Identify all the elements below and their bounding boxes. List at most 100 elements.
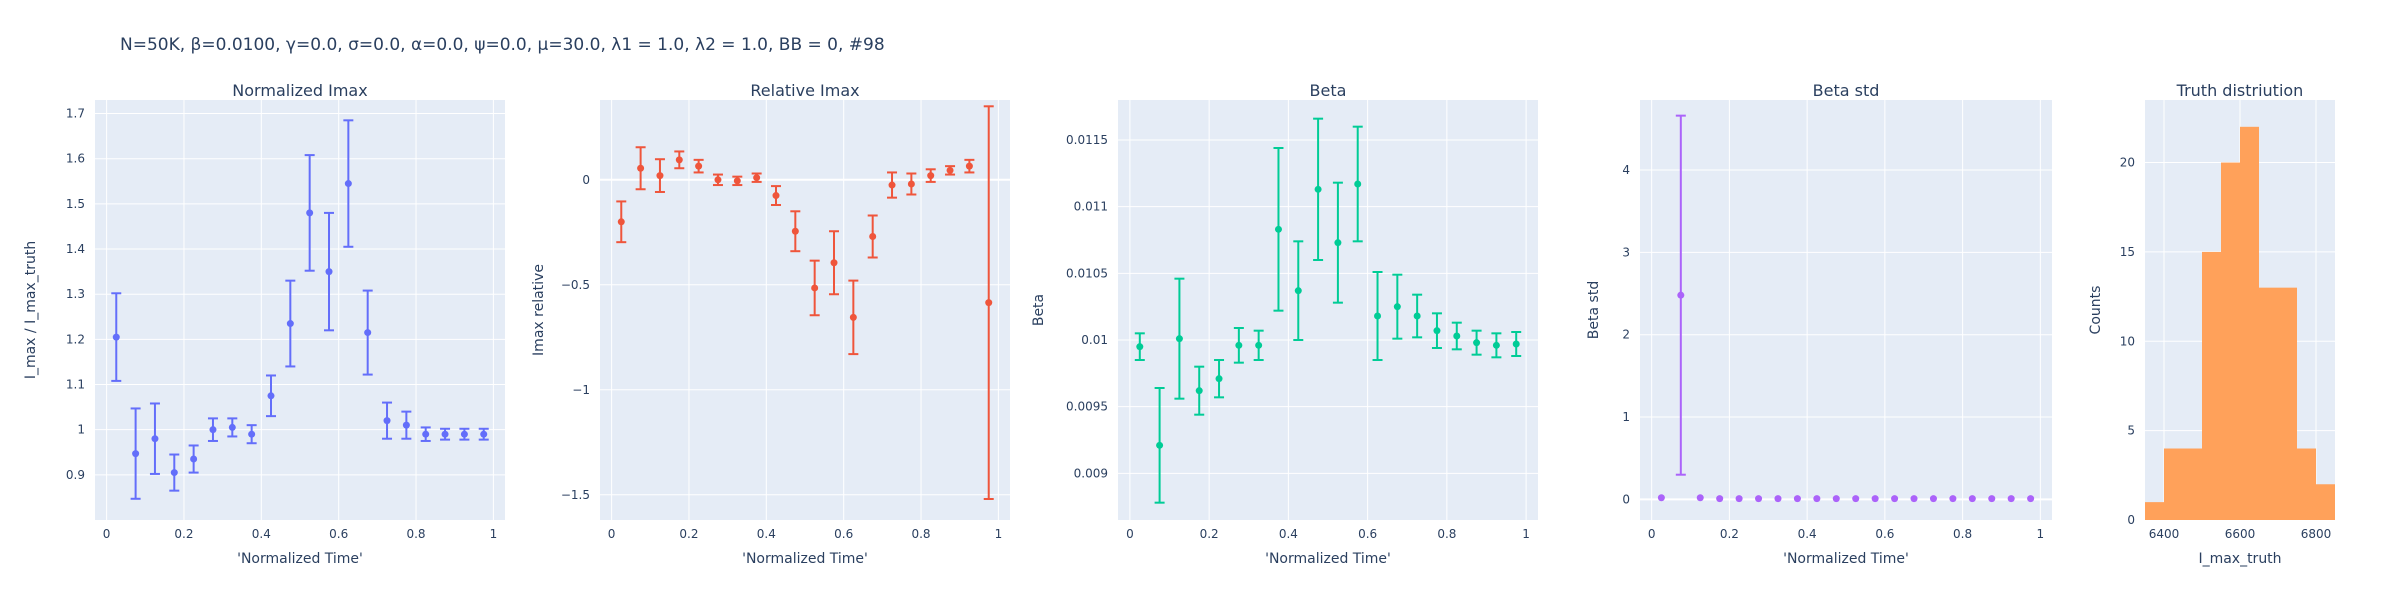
data-point bbox=[695, 162, 703, 170]
panel-title: Relative Imax bbox=[750, 81, 859, 100]
data-point bbox=[1255, 341, 1263, 349]
data-point bbox=[364, 329, 372, 337]
data-point bbox=[306, 209, 314, 217]
data-point bbox=[1274, 225, 1282, 233]
data-point bbox=[1696, 494, 1704, 502]
data-point bbox=[1677, 291, 1685, 299]
histogram-bar bbox=[2259, 287, 2278, 520]
x-tick-label: 0.6 bbox=[1358, 527, 1377, 541]
y-tick-label: 0.01 bbox=[1081, 333, 1108, 347]
y-tick-label: 1.3 bbox=[66, 287, 85, 301]
data-point bbox=[1891, 495, 1899, 503]
y-tick-label: 0 bbox=[2127, 513, 2135, 527]
x-axis-label: I_max_truth bbox=[2198, 551, 2281, 567]
data-point bbox=[267, 392, 275, 400]
data-point bbox=[344, 180, 352, 188]
x-tick-label: 0.8 bbox=[406, 527, 425, 541]
y-tick-label: 1 bbox=[77, 423, 85, 437]
panel-title: Normalized Imax bbox=[232, 81, 367, 100]
data-point bbox=[1453, 332, 1461, 340]
data-point bbox=[1473, 339, 1481, 347]
data-point bbox=[209, 426, 217, 434]
y-tick-label: 20 bbox=[2120, 156, 2135, 170]
x-tick-label: 6400 bbox=[2149, 527, 2180, 541]
x-tick-label: 0 bbox=[1126, 527, 1134, 541]
y-tick-label: 5 bbox=[2127, 424, 2135, 438]
panel-relative-imax: 0 0.2 0.4 0.6 0.8 1−1.5−1−0.50 Relative Imax … bbox=[531, 81, 1010, 567]
data-point bbox=[1235, 341, 1243, 349]
y-tick-label: 0 bbox=[582, 173, 590, 187]
data-point bbox=[1374, 312, 1382, 320]
y-tick-label: 0.0105 bbox=[1066, 266, 1108, 280]
y-tick-label: 1.5 bbox=[66, 197, 85, 211]
y-tick-label: −1.5 bbox=[561, 488, 590, 502]
panel-normalized-imax: 0 0.2 0.4 0.6 0.8 10.911.11.21.31.41.51.61.7 … bbox=[23, 81, 505, 567]
data-point bbox=[888, 181, 896, 189]
panel-title: Truth distriution bbox=[2176, 81, 2304, 100]
data-point bbox=[1314, 185, 1322, 193]
data-point bbox=[1657, 494, 1665, 502]
panel-beta: 0 0.2 0.4 0.6 0.8 1 0.009 0.0095 0.01 0.0105 0.011… bbox=[1031, 81, 1538, 567]
data-point bbox=[286, 320, 294, 328]
data-point bbox=[1334, 239, 1342, 247]
data-point bbox=[460, 430, 468, 438]
y-axis-label: Counts bbox=[2088, 286, 2104, 335]
x-axis-label: 'Normalized Time' bbox=[742, 551, 868, 567]
data-point bbox=[753, 174, 761, 182]
x-tick-label: 0 bbox=[1648, 527, 1656, 541]
histogram-bar bbox=[2221, 162, 2240, 520]
x-tick-label: 0.6 bbox=[329, 527, 348, 541]
plot-background bbox=[1118, 100, 1538, 520]
data-point bbox=[480, 430, 488, 438]
x-tick-label: 0.4 bbox=[757, 527, 776, 541]
plot-area: 0 0.2 0.4 0.6 0.8 1 0 1 2 3 4 bbox=[1622, 100, 2052, 541]
data-point bbox=[325, 268, 333, 276]
data-point bbox=[1774, 495, 1782, 503]
data-point bbox=[402, 421, 410, 429]
y-axis-label: Imax relative bbox=[531, 264, 547, 356]
data-point bbox=[772, 192, 780, 200]
x-axis-label: 'Normalized Time' bbox=[237, 551, 363, 567]
plot-area: 0 0.2 0.4 0.6 0.8 1 −1.5 −1 −0.5 0 bbox=[561, 100, 1010, 541]
y-tick-label: 3 bbox=[1622, 245, 1630, 259]
data-point bbox=[1512, 340, 1520, 348]
data-point bbox=[656, 172, 664, 180]
panel-title: Beta std bbox=[1813, 81, 1880, 100]
y-tick-label: 1.6 bbox=[66, 152, 85, 166]
y-tick-label: 0.9 bbox=[66, 468, 85, 482]
y-axis-label: I_max / I_max_truth bbox=[23, 241, 39, 379]
data-point bbox=[151, 435, 159, 443]
y-tick-label: 1.2 bbox=[66, 332, 85, 346]
x-axis-label: 'Normalized Time' bbox=[1265, 551, 1391, 567]
y-axis-label: Beta bbox=[1031, 294, 1047, 326]
data-point bbox=[907, 180, 915, 188]
x-tick-label: 0 bbox=[103, 527, 111, 541]
x-tick-label: 0 bbox=[608, 527, 616, 541]
data-point bbox=[190, 455, 198, 463]
data-point bbox=[617, 218, 625, 226]
panel-beta-std: 0 0.2 0.4 0.6 0.8 1 0 1 2 3 4 Beta std 'Normalized… bbox=[1586, 81, 2052, 567]
plot-background bbox=[95, 100, 505, 520]
data-point bbox=[965, 162, 973, 170]
data-point bbox=[422, 430, 430, 438]
histogram-bar bbox=[2316, 484, 2335, 520]
data-point bbox=[1433, 327, 1441, 335]
y-tick-label: 4 bbox=[1622, 163, 1630, 177]
data-point bbox=[985, 299, 993, 307]
data-point bbox=[714, 176, 722, 184]
data-point bbox=[170, 469, 178, 477]
data-point bbox=[1755, 495, 1763, 503]
data-point bbox=[1852, 495, 1860, 503]
x-tick-label: 1 bbox=[1522, 527, 1530, 541]
data-point bbox=[1813, 495, 1821, 503]
x-tick-label: 0.2 bbox=[174, 527, 193, 541]
y-tick-label: 0.0115 bbox=[1066, 133, 1108, 147]
plot-background bbox=[1640, 100, 2052, 520]
y-tick-label: 1.1 bbox=[66, 378, 85, 392]
data-point bbox=[248, 430, 256, 438]
x-tick-label: 0.6 bbox=[834, 527, 853, 541]
x-tick-label: 0.4 bbox=[252, 527, 271, 541]
data-point bbox=[112, 333, 120, 341]
data-point bbox=[1195, 387, 1203, 395]
